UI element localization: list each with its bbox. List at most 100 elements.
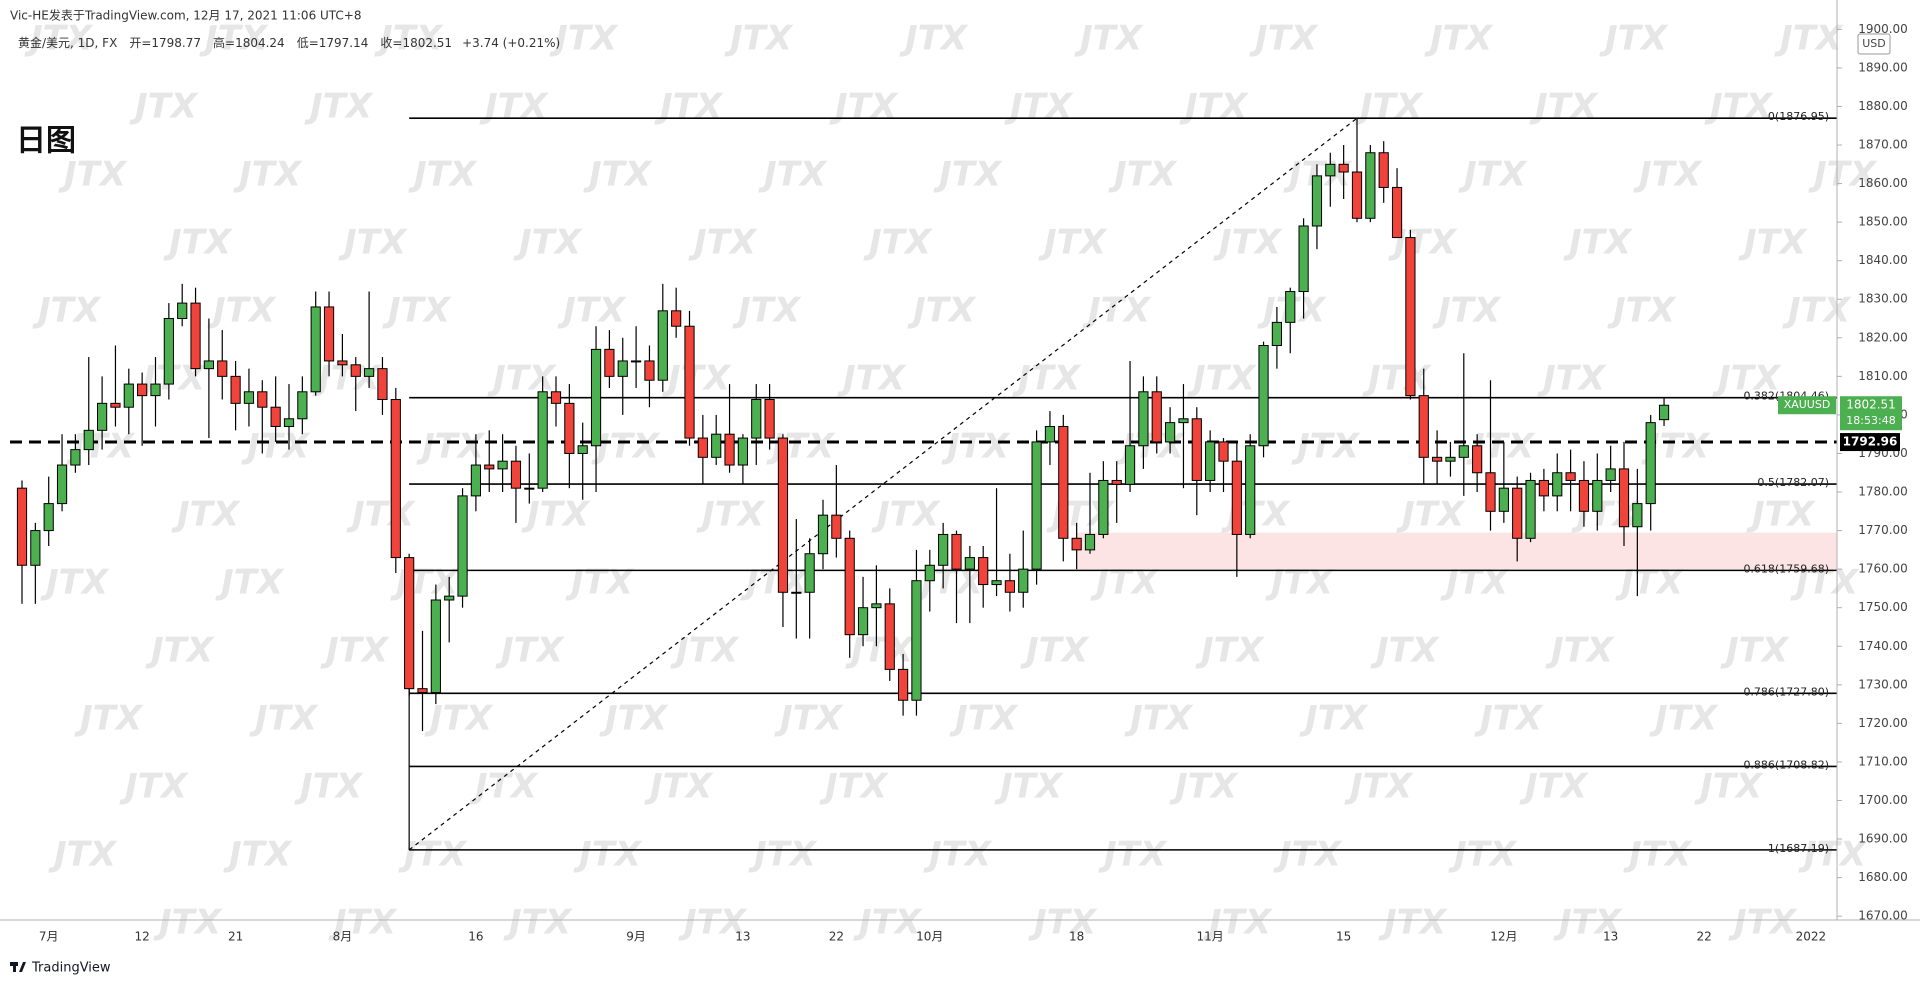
candle-body [1565, 472, 1576, 481]
watermark: JTX [1474, 699, 1544, 739]
candle-body [1525, 479, 1536, 539]
x-tick-label: 13 [735, 930, 750, 944]
candle-body [924, 564, 935, 582]
candle-body [1458, 445, 1469, 458]
watermark: JTX [1720, 631, 1790, 671]
brand-logo [10, 962, 26, 972]
watermark: JTX [1396, 495, 1466, 535]
watermark: JTX [145, 631, 215, 671]
watermark: JTX [654, 87, 724, 127]
watermark: JTX [1299, 699, 1369, 739]
watermark: JTX [1074, 19, 1144, 59]
y-tick-label: 1730.00 [1858, 677, 1908, 691]
x-tick-label: 7月 [39, 930, 59, 944]
legend-part: 低= [297, 36, 319, 50]
watermark: JTX [863, 223, 933, 263]
candle-body [1618, 468, 1630, 528]
candle-body [684, 325, 695, 439]
candle-body [484, 464, 495, 470]
candle-body [1084, 533, 1096, 551]
candle-body [1191, 418, 1202, 481]
candle-body [203, 360, 215, 370]
watermark: JTX [495, 631, 565, 671]
candle-body [577, 445, 588, 454]
candle-body [1391, 186, 1403, 239]
watermark: JTX [1458, 155, 1528, 195]
watermark: JTX [853, 903, 923, 943]
x-tick-label: 22 [1696, 930, 1711, 944]
countdown: 18:53:48 [1846, 414, 1895, 427]
candle-body [831, 514, 842, 539]
watermark: JTX [1545, 631, 1615, 671]
candle-body [1325, 163, 1336, 177]
watermark: JTX [521, 495, 591, 535]
fib-label: 0(1876.95) [1768, 110, 1829, 123]
candle-body [297, 391, 308, 420]
watermark: JTX [732, 291, 802, 331]
watermark: JTX [1265, 563, 1335, 603]
watermark: JTX [1179, 87, 1249, 127]
watermark: JTX [819, 767, 889, 807]
candle-body [56, 464, 68, 505]
candle-body [1178, 418, 1189, 424]
last-price: 1802.51 [1846, 398, 1896, 412]
candle-body [337, 360, 348, 366]
candle-body [1151, 391, 1162, 443]
watermark: JTX [346, 495, 416, 535]
candle-body [137, 383, 148, 397]
candle-body [590, 348, 602, 447]
candle-body [270, 406, 281, 427]
watermark: JTX [1203, 903, 1273, 943]
fib-label: 0.886(1708.82) [1743, 758, 1829, 771]
watermark: JTX [740, 563, 810, 603]
candle-body [1031, 441, 1042, 570]
watermark: JTX [320, 631, 390, 671]
watermark: JTX [207, 291, 277, 331]
candle-body [804, 553, 815, 593]
candle-body [1605, 468, 1616, 481]
candle-body [1578, 479, 1590, 512]
watermark: JTX [1169, 767, 1239, 807]
x-tick-label: 2022 [1796, 930, 1827, 944]
x-tick-label: 15 [1336, 930, 1351, 944]
y-tick-label: 1900.00 [1858, 22, 1908, 36]
candle-body [1271, 321, 1283, 347]
candle-body [1552, 472, 1563, 497]
watermark: JTX [408, 155, 478, 195]
watermark: JTX [171, 495, 241, 535]
watermark: JTX [1195, 631, 1265, 671]
y-tick-label: 1820.00 [1858, 330, 1908, 344]
watermark: JTX [1378, 903, 1448, 943]
candle-body [510, 460, 522, 489]
watermark: JTX [1790, 563, 1860, 603]
x-tick-label: 18 [1069, 930, 1084, 944]
watermark: JTX [233, 155, 303, 195]
watermark: JTX [1704, 87, 1774, 127]
x-tick-label: 12 [135, 930, 150, 944]
legend-part: 1798.77 [151, 36, 201, 50]
watermark: JTX [845, 631, 915, 671]
watermark: JTX [688, 223, 758, 263]
candle-body [911, 580, 922, 701]
watermark: JTX [1448, 835, 1518, 875]
dashed-level-box [1840, 433, 1900, 452]
watermark: JTX [1108, 155, 1178, 195]
candle-body [123, 383, 134, 408]
watermark: JTX [129, 87, 199, 127]
candle-body [1498, 487, 1509, 512]
candle-body [97, 402, 108, 431]
candle-body [1245, 445, 1256, 535]
watermark: JTX [40, 563, 110, 603]
watermark: JTX [1098, 835, 1168, 875]
watermark: JTX [1432, 291, 1502, 331]
watermark: JTX [1221, 495, 1291, 535]
candle-body [671, 310, 682, 327]
watermark: JTX [1370, 631, 1440, 671]
watermark: JTX [1563, 223, 1633, 263]
candle-body [1405, 237, 1416, 397]
watermark: JTX [573, 835, 643, 875]
watermark: JTX [907, 291, 977, 331]
